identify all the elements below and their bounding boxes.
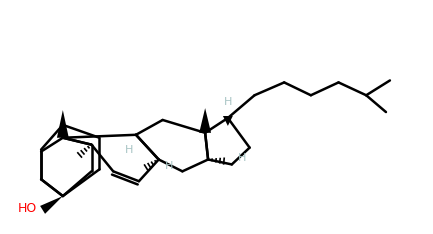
Text: H: H	[224, 97, 232, 107]
Text: H: H	[238, 153, 246, 163]
Polygon shape	[199, 108, 211, 133]
Polygon shape	[40, 196, 63, 214]
Polygon shape	[57, 110, 69, 138]
Text: HO: HO	[17, 202, 37, 215]
Text: H: H	[165, 161, 173, 172]
Polygon shape	[223, 116, 233, 126]
Text: H: H	[125, 145, 133, 155]
